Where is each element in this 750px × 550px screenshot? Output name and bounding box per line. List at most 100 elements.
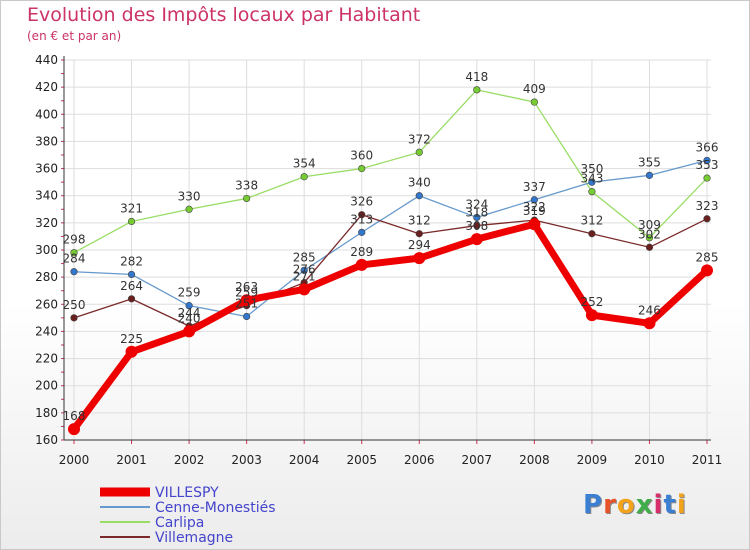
series-line-villespy: [70, 220, 711, 433]
x-tick-label: 2005: [346, 453, 377, 467]
series-line-cenne-monesti-s: [73, 159, 708, 318]
logo-letter: t: [663, 490, 677, 520]
chart-title: Evolution des Impôts locaux par Habitant: [27, 4, 421, 26]
data-label-villemagne: 302: [638, 227, 661, 241]
x-tick-label: 2004: [289, 453, 320, 467]
x-tick-label: 2011: [692, 453, 723, 467]
data-point-villemagne: [70, 314, 78, 322]
legend-label-cenne-monesti-s: Cenne-Monestiés: [155, 500, 276, 516]
logo-letter: i: [653, 490, 664, 520]
data-label-carlipa: 409: [523, 82, 546, 96]
x-axis: 2000 2001 2002 2003 2004 2005 2006 2007 2008 2009…: [59, 439, 723, 467]
legend-label-villespy: VILLESPY: [155, 485, 219, 501]
data-point-cenne-monesti-s: [588, 178, 596, 186]
data-point-villespy: [298, 283, 311, 296]
data-label-villespy: 246: [638, 303, 661, 317]
data-label-villespy: 263: [235, 280, 258, 294]
data-label-villespy: 289: [350, 245, 373, 259]
data-label-cenne-monesti-s: 251: [235, 297, 258, 311]
proxiti-logo: Proxiti: [583, 490, 687, 520]
data-label-villespy: 168: [63, 409, 86, 423]
data-point-cenne-monesti-s: [185, 302, 193, 310]
data-point-villemagne: [473, 221, 481, 230]
data-point-villespy: [528, 218, 541, 231]
data-label-carlipa: 343: [580, 172, 603, 186]
data-label-carlipa: 338: [235, 178, 258, 192]
data-point-villespy: [701, 264, 713, 277]
data-point-carlipa: [300, 173, 308, 181]
data-point-cenne-monesti-s: [358, 228, 366, 236]
data-label-cenne-monesti-s: 313: [350, 212, 373, 226]
data-label-cenne-monesti-s: 282: [120, 254, 143, 268]
y-tick-label: 200: [35, 379, 58, 393]
logo-letter: i: [676, 490, 687, 520]
y-tick-label: 260: [35, 297, 58, 311]
data-label-carlipa: 330: [178, 189, 201, 203]
x-tick-label: 2002: [174, 453, 205, 467]
data-label-villemagne: 276: [293, 263, 316, 277]
data-label-cenne-monesti-s: 340: [408, 176, 431, 190]
data-point-villespy: [643, 317, 656, 330]
data-point-carlipa: [530, 98, 538, 106]
data-point-villespy: [68, 423, 80, 436]
data-label-villemagne: 318: [465, 206, 488, 220]
data-label-cenne-monesti-s: 284: [63, 252, 86, 266]
data-label-villemagne: 323: [696, 199, 719, 213]
data-label-villespy: 271: [293, 269, 316, 283]
data-label-cenne-monesti-s: 324: [465, 197, 488, 211]
y-tick-label: 360: [35, 162, 58, 176]
x-tick-label: 2010: [634, 453, 665, 467]
data-label-villespy: 240: [178, 311, 201, 325]
data-point-villespy: [355, 258, 368, 271]
data-point-cenne-monesti-s: [530, 196, 538, 204]
y-tick-label: 420: [35, 80, 58, 94]
x-tick-label: 2001: [116, 453, 147, 467]
y-tick-label: 220: [35, 352, 58, 366]
data-label-villemagne: 264: [120, 279, 143, 293]
logo-letter: x: [635, 490, 654, 520]
data-label-carlipa: 360: [350, 149, 373, 163]
y-tick-label: 340: [35, 189, 58, 203]
data-label-carlipa: 321: [120, 202, 143, 216]
data-point-carlipa: [473, 86, 481, 94]
data-label-cenne-monesti-s: 355: [638, 155, 661, 169]
data-label-villemagne: 312: [408, 214, 431, 228]
data-point-carlipa: [703, 174, 711, 182]
data-point-villespy: [413, 252, 426, 265]
data-point-villemagne: [645, 243, 654, 251]
y-tick-label: 240: [35, 324, 58, 338]
data-label-villespy: 252: [580, 295, 603, 309]
x-tick-label: 2000: [59, 453, 90, 467]
data-point-villespy: [125, 345, 138, 358]
data-point-carlipa: [243, 194, 251, 203]
data-label-villemagne: 250: [63, 298, 86, 312]
series-line-villemagne: [73, 214, 708, 327]
data-point-carlipa: [645, 234, 654, 242]
data-point-cenne-monesti-s: [645, 171, 654, 179]
grid-lines: [64, 59, 711, 441]
data-label-cenne-monesti-s: 366: [696, 140, 719, 154]
data-point-cenne-monesti-s: [703, 156, 711, 165]
data-label-cenne-monesti-s: 259: [178, 286, 201, 300]
data-point-villespy: [470, 233, 483, 246]
data-point-villemagne: [127, 295, 136, 303]
y-tick-label: 180: [35, 406, 58, 420]
x-tick-label: 2003: [231, 453, 262, 467]
data-labels: 298 321 330 338 354 360 372 418 409 343 309 353 284 2…: [63, 70, 719, 423]
data-point-carlipa: [127, 217, 136, 226]
data-label-carlipa: 309: [638, 218, 661, 232]
data-label-villespy: 308: [465, 219, 488, 233]
series-line-carlipa: [73, 89, 708, 254]
y-tick-label: 320: [35, 216, 58, 230]
data-point-cenne-monesti-s: [243, 312, 251, 321]
data-point-carlipa: [358, 164, 366, 173]
data-point-cenne-monesti-s: [127, 270, 136, 279]
legend-label-villemagne: Villemagne: [155, 530, 233, 546]
logo-letter: r: [603, 490, 617, 520]
x-tick-label: 2009: [577, 453, 608, 467]
data-label-villespy: 294: [408, 238, 431, 252]
y-tick-label: 160: [35, 433, 58, 447]
data-label-villespy: 285: [696, 250, 719, 264]
data-point-cenne-monesti-s: [473, 213, 481, 222]
